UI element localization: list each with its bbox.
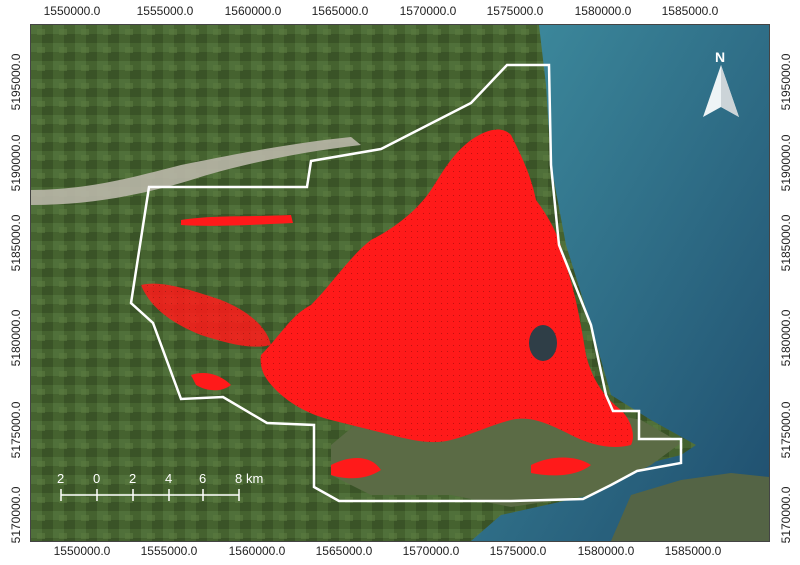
scale-unit-label: km — [246, 471, 264, 486]
y-tick-label-left: 5195000.0 — [9, 53, 23, 110]
scale-tick-label: 6 — [199, 471, 207, 486]
x-tick-label: 1575000.0 — [489, 544, 547, 558]
y-tick-label-left: 5175000.0 — [9, 401, 23, 458]
estuary — [529, 325, 557, 361]
river — [31, 137, 361, 205]
y-tick-label-left: 5180000.0 — [9, 309, 23, 366]
x-tick-label: 1570000.0 — [399, 4, 457, 18]
y-tick-label-left: 5190000.0 — [9, 134, 23, 191]
y-tick-label-right: 5180000.0 — [779, 309, 793, 366]
x-tick-label: 1570000.0 — [402, 544, 460, 558]
y-tick-label-left: 5185000.0 — [9, 214, 23, 271]
y-tick-label-right: 5170000.0 — [779, 486, 793, 543]
x-tick-label: 1550000.0 — [43, 4, 101, 18]
x-tick-label: 1555000.0 — [136, 4, 194, 18]
north-arrow-icon — [703, 65, 739, 117]
y-tick-label-right: 5195000.0 — [779, 53, 793, 110]
x-tick-label: 1580000.0 — [577, 544, 635, 558]
ocean-area — [471, 25, 769, 541]
y-tick-label-right: 5175000.0 — [779, 401, 793, 458]
x-tick-label: 1565000.0 — [315, 544, 373, 558]
x-tick-label: 1575000.0 — [486, 4, 544, 18]
scale-tick-label: 4 — [165, 471, 173, 486]
x-tick-label: 1580000.0 — [574, 4, 632, 18]
y-tick-label-right: 5190000.0 — [779, 134, 793, 191]
x-tick-label: 1585000.0 — [664, 544, 722, 558]
map-canvas[interactable]: 2 0 2 4 6 8 km N — [30, 24, 770, 542]
y-tick-label-left: 5170000.0 — [9, 486, 23, 543]
scale-tick-label: 0 — [93, 471, 101, 486]
urban-area — [260, 129, 633, 447]
scale-bar — [60, 489, 240, 501]
x-tick-label: 1560000.0 — [224, 4, 282, 18]
x-tick-label: 1585000.0 — [661, 4, 719, 18]
urban-west — [141, 283, 271, 347]
banks-hills — [611, 473, 769, 541]
satellite-map — [31, 25, 769, 541]
study-boundary — [129, 63, 683, 503]
x-tick-label: 1560000.0 — [228, 544, 286, 558]
x-tick-label: 1550000.0 — [53, 544, 111, 558]
scale-tick-label: 2 — [129, 471, 137, 486]
scale-tick-label: 8 — [235, 471, 243, 486]
scale-tick-label: 2 — [57, 471, 65, 486]
x-tick-label: 1555000.0 — [140, 544, 198, 558]
x-tick-label: 1565000.0 — [311, 4, 369, 18]
north-label: N — [715, 49, 726, 65]
y-tick-label-right: 5185000.0 — [779, 214, 793, 271]
